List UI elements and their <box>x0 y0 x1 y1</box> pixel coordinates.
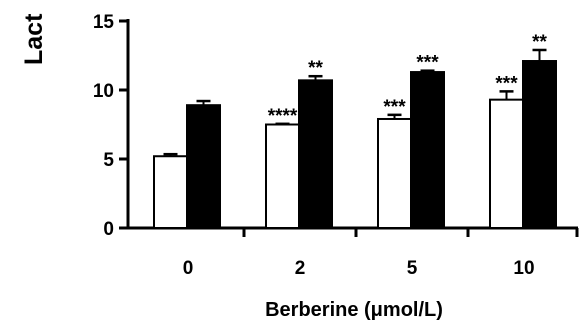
bar <box>265 123 300 229</box>
x-axis-title: Berberine (μmol/L) <box>265 299 443 321</box>
y-axis-label: Lact <box>20 13 48 65</box>
significance-label: ** <box>532 32 547 53</box>
x-tick-label: 0 <box>183 258 194 279</box>
y-tick-label: 5 <box>103 150 114 171</box>
bar <box>186 104 221 229</box>
y-tick-label: 0 <box>103 219 114 240</box>
bars <box>153 48 557 230</box>
bar <box>298 79 333 229</box>
y-tick-label: 10 <box>93 81 114 102</box>
bar <box>489 98 524 229</box>
bar <box>410 71 445 229</box>
significance-label: *** <box>495 73 518 94</box>
bar <box>377 117 412 229</box>
bar <box>522 60 557 229</box>
bar <box>153 155 188 230</box>
significance-label: *** <box>416 53 439 74</box>
y-tick-label: 15 <box>93 12 115 33</box>
significance-label: *** <box>383 97 406 118</box>
x-tick-label: 10 <box>513 258 534 279</box>
significance-label: ** <box>308 58 323 79</box>
x-tick-label: 5 <box>407 258 418 279</box>
significance-label: **** <box>268 106 298 127</box>
x-tick-label: 2 <box>295 258 306 279</box>
